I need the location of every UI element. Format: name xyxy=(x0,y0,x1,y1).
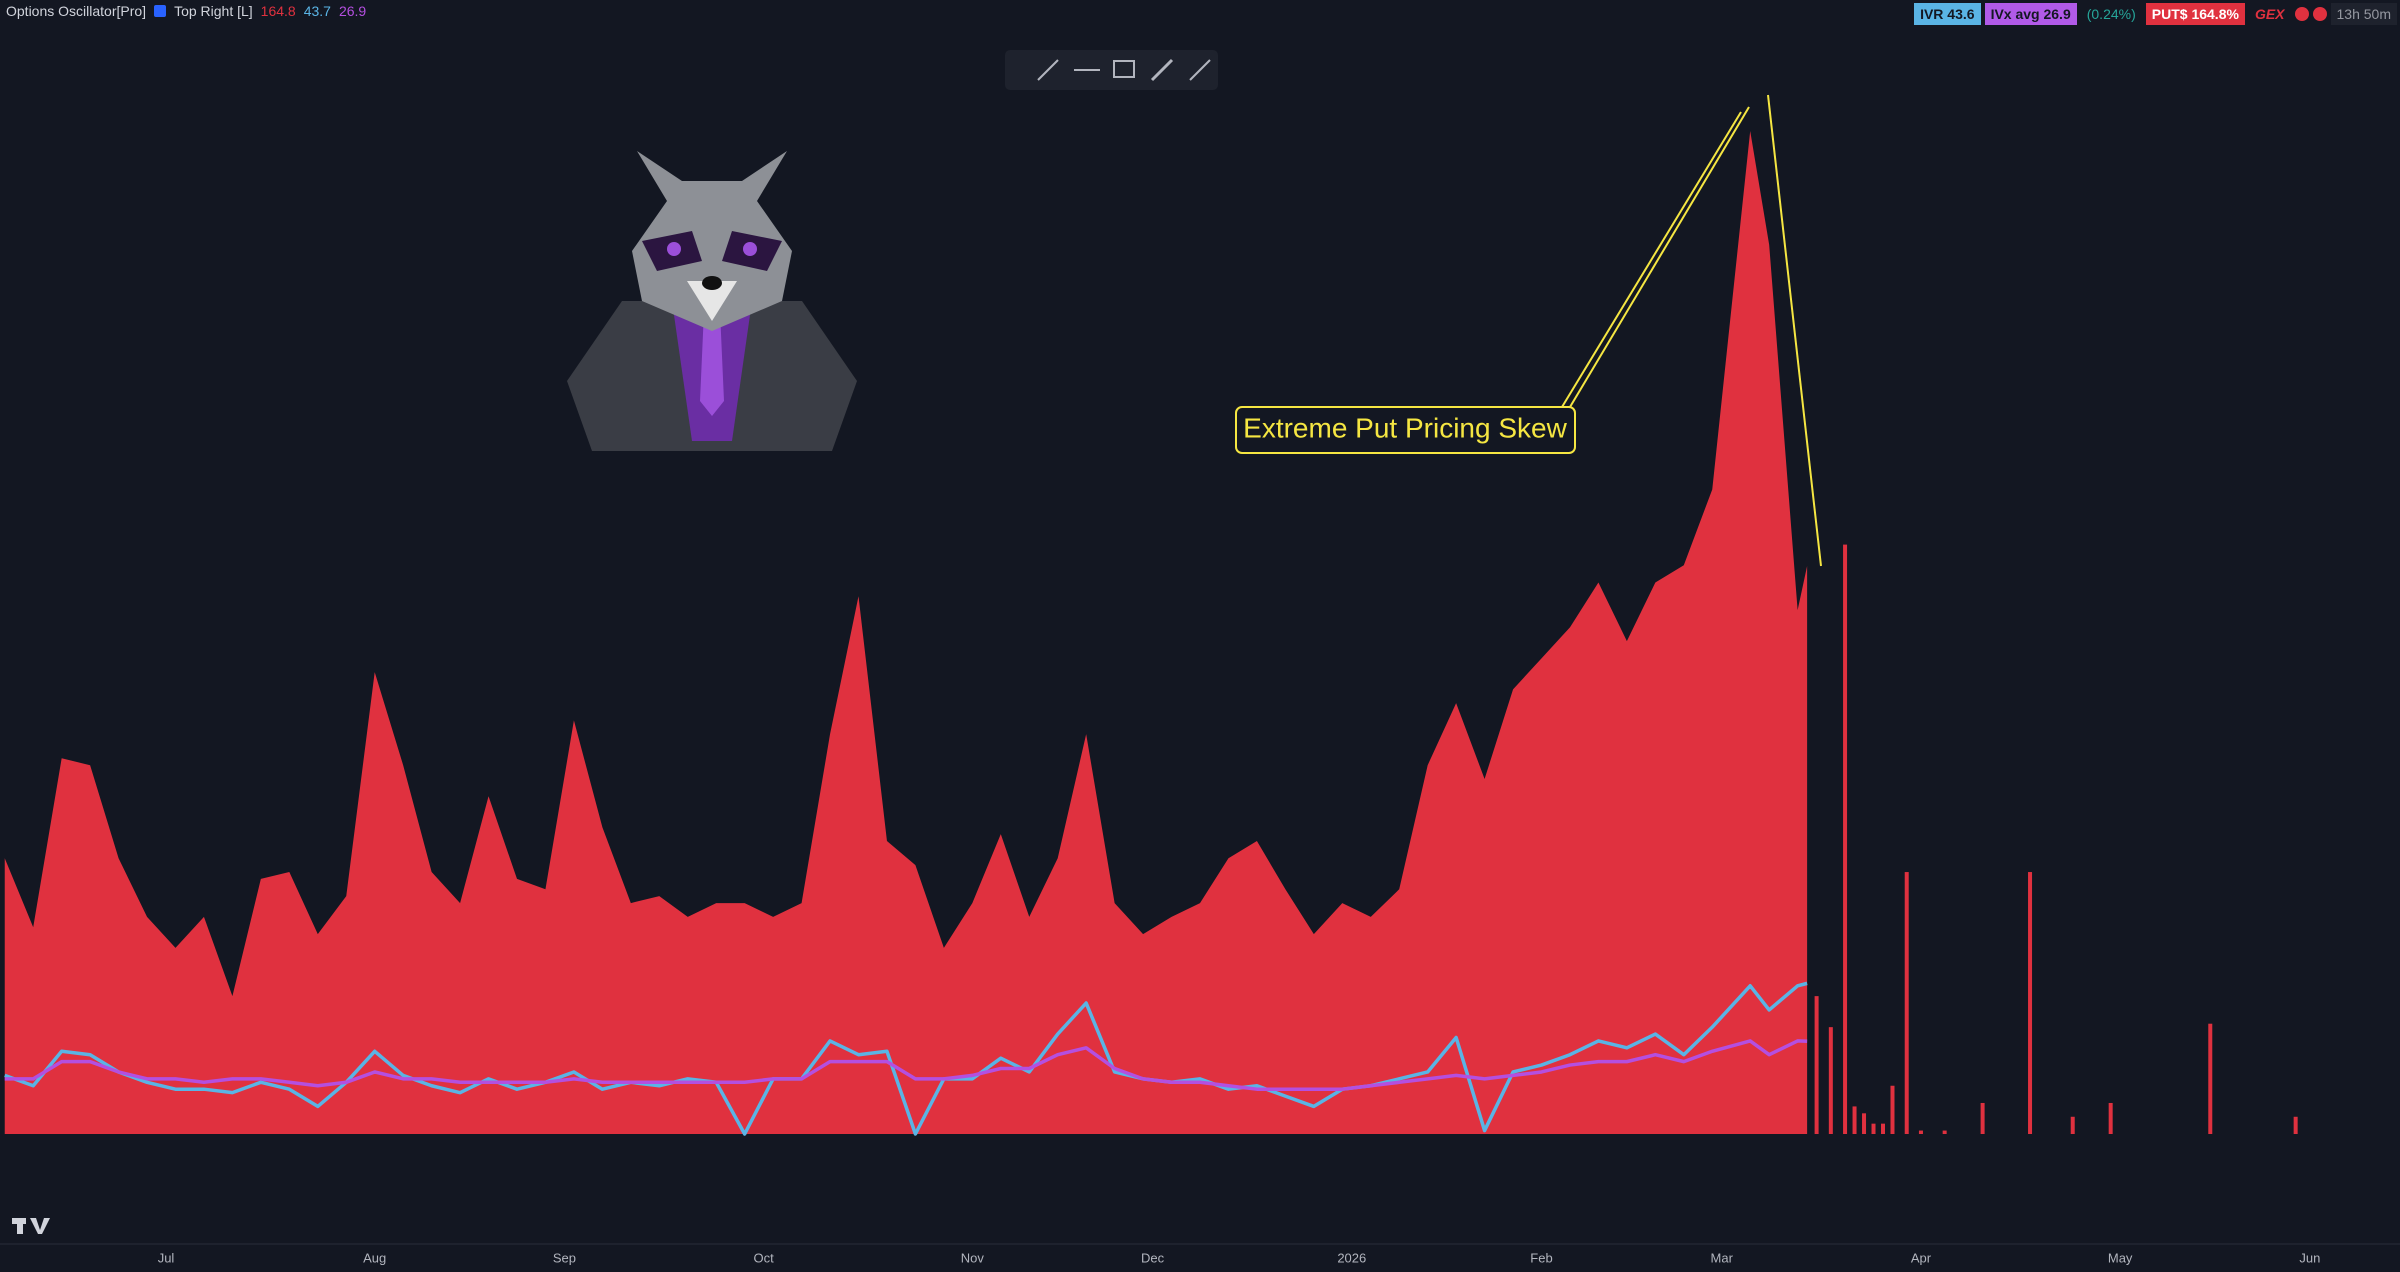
annotation-connector xyxy=(1561,111,1742,408)
x-tick-label: Jul xyxy=(158,1250,175,1265)
timer: 13h 50m xyxy=(2330,3,2397,25)
bar xyxy=(1814,996,1819,1134)
bar xyxy=(2208,1023,2213,1134)
area xyxy=(4,130,1808,1134)
x-tick-label: Jun xyxy=(2299,1250,2320,1265)
logo-raccoon xyxy=(567,151,857,451)
bar xyxy=(2108,1102,2113,1134)
tradingview-logo xyxy=(12,1218,50,1234)
annotation-box xyxy=(1235,406,1576,454)
bar xyxy=(1862,1113,1867,1134)
legend-value: 43.7 xyxy=(303,3,331,19)
x-tick-label: Nov xyxy=(961,1250,985,1265)
bar xyxy=(2293,1116,2298,1134)
x-tick-label: Sep xyxy=(553,1250,576,1265)
bar xyxy=(1980,1102,1985,1134)
line xyxy=(4,1039,1808,1091)
bar xyxy=(1904,872,1909,1134)
x-tick-label: Dec xyxy=(1141,1250,1165,1265)
bar xyxy=(1890,1085,1895,1134)
indicator-name[interactable]: Options Oscillator[Pro] xyxy=(6,3,147,19)
x-tick-label: May xyxy=(2108,1250,2133,1265)
bar xyxy=(1942,1130,1947,1134)
status-dot xyxy=(2312,7,2327,21)
bar xyxy=(1871,1123,1876,1134)
bar xyxy=(2028,872,2033,1134)
x-tick-label: Oct xyxy=(754,1250,775,1265)
badge: IVx avg 26.9 xyxy=(1984,3,2077,25)
bar xyxy=(1852,1106,1857,1134)
bar xyxy=(1843,544,1848,1134)
checkbox[interactable] xyxy=(154,5,167,17)
drawing-toolbar[interactable] xyxy=(1005,50,1218,90)
status-badges: IVR 43.6 IVx avg 26.9 (0.24%) PUT$ 164.8… xyxy=(1914,3,2397,25)
x-tick-label: Feb xyxy=(1530,1250,1552,1265)
legend-value: 164.8 xyxy=(260,3,296,19)
indicator-position: Top Right [L] xyxy=(174,3,253,19)
bar xyxy=(1881,1123,1886,1134)
badge: IVR 43.6 xyxy=(1914,3,1981,25)
bar xyxy=(1918,1130,1923,1134)
x-tick-label: Aug xyxy=(363,1250,386,1265)
bar xyxy=(2070,1116,2075,1134)
indicator-header: Options Oscillator[Pro] Top Right [L] 16… xyxy=(6,3,366,19)
status-dot xyxy=(2294,7,2309,21)
x-tick-label: Apr xyxy=(1911,1250,1932,1265)
bar xyxy=(1828,1027,1833,1134)
annotation: Extreme Put Pricing Skew xyxy=(1243,412,1567,443)
line xyxy=(4,981,1808,1136)
annotation-connector xyxy=(1767,94,1822,567)
badge: GEX xyxy=(2254,6,2285,22)
badge: (0.24%) xyxy=(2086,6,2136,22)
legend-value: 26.9 xyxy=(338,3,367,19)
annotation-connector xyxy=(1569,106,1750,408)
badge: PUT$ 164.8% xyxy=(2145,3,2245,25)
x-tick-label: 2026 xyxy=(1337,1250,1366,1265)
x-tick-label: Mar xyxy=(1711,1250,1734,1265)
